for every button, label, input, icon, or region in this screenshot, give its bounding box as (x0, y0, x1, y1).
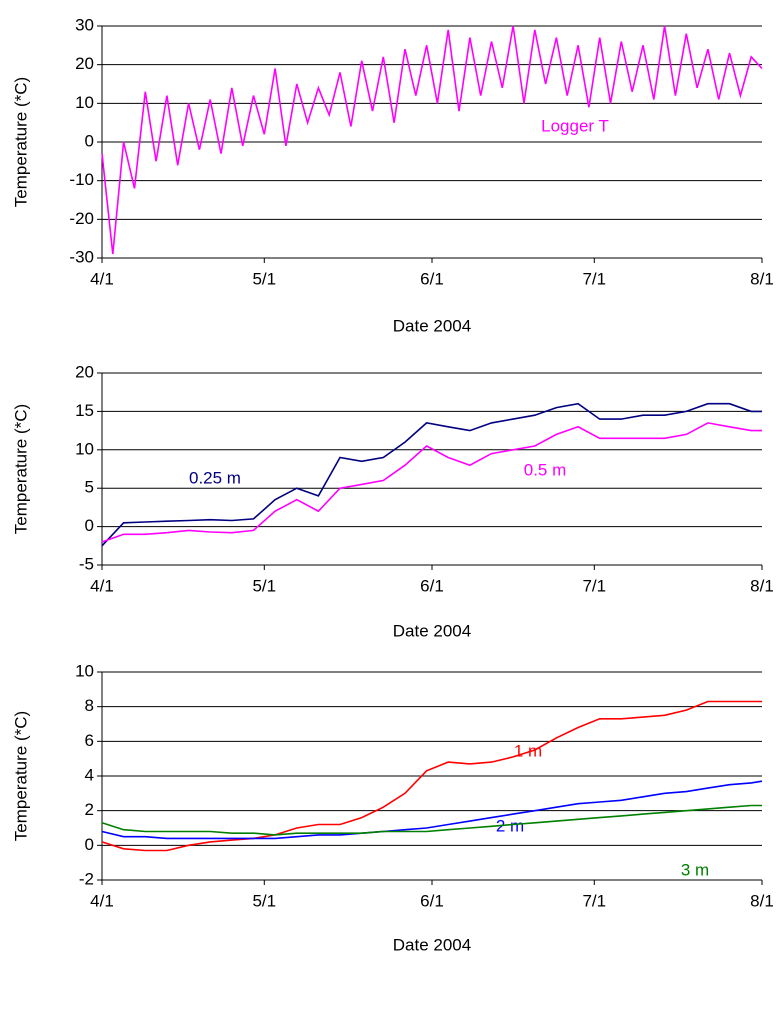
y-tick-label: 0 (85, 835, 94, 854)
y-tick-label: 8 (85, 696, 94, 715)
y-tick-label: -2 (79, 869, 94, 888)
x-tick-label: 8/1 (750, 891, 774, 910)
x-tick-label: 7/1 (582, 269, 606, 288)
line-series (101, 780, 763, 840)
line-series (101, 422, 762, 543)
x-tick-label: 5/1 (252, 891, 276, 910)
series-label: 0.5 m (524, 460, 567, 479)
x-axis-title: Date 2004 (393, 621, 471, 640)
line-series (101, 804, 762, 836)
x-tick-label: 4/1 (90, 891, 114, 910)
line-series (101, 700, 762, 852)
line-series (101, 402, 762, 547)
x-tick-label: 6/1 (420, 576, 444, 595)
y-axis-title: Temperature (*C) (11, 711, 30, 841)
y-tick-label: 30 (75, 15, 94, 34)
x-tick-label: 7/1 (582, 576, 606, 595)
y-tick-label: -5 (79, 554, 94, 573)
x-tick-label: 4/1 (90, 269, 114, 288)
series-label: 3 m (681, 860, 709, 879)
series-label: 2 m (496, 816, 524, 835)
y-tick-label: 5 (85, 478, 94, 497)
y-tick-label: 20 (75, 362, 94, 381)
x-tick-label: 8/1 (750, 576, 774, 595)
x-tick-label: 5/1 (252, 576, 276, 595)
y-tick-label: 0 (85, 516, 94, 535)
y-tick-label: -20 (69, 209, 94, 228)
y-axis-title: Temperature (*C) (11, 77, 30, 207)
y-tick-label: 2 (85, 800, 94, 819)
x-tick-label: 6/1 (420, 891, 444, 910)
x-tick-label: 6/1 (420, 269, 444, 288)
y-tick-label: 10 (75, 439, 94, 458)
y-tick-label: 4 (85, 765, 94, 784)
x-tick-label: 5/1 (252, 269, 276, 288)
y-tick-label: -10 (69, 170, 94, 189)
y-tick-label: 10 (75, 93, 94, 112)
x-axis-title: Date 2004 (393, 935, 471, 954)
line-series (101, 25, 763, 255)
y-tick-label: -30 (69, 247, 94, 266)
y-tick-label: 0 (85, 131, 94, 150)
y-axis-title: Temperature (*C) (11, 404, 30, 534)
x-tick-label: 7/1 (582, 891, 606, 910)
y-tick-label: 15 (75, 401, 94, 420)
series-label: 0.25 m (189, 468, 241, 487)
x-axis-title: Date 2004 (393, 316, 471, 335)
y-tick-label: 20 (75, 54, 94, 73)
x-tick-label: 8/1 (750, 269, 774, 288)
x-tick-label: 4/1 (90, 576, 114, 595)
series-label: 1 m (514, 741, 542, 760)
y-tick-label: 6 (85, 731, 94, 750)
series-label: Logger T (541, 116, 609, 135)
y-tick-label: 10 (75, 661, 94, 680)
